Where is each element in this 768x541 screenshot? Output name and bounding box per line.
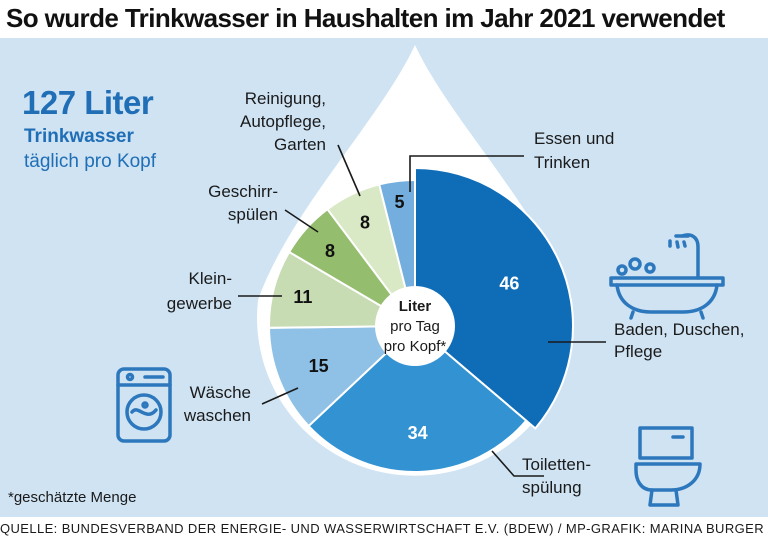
leader-line-essen bbox=[409, 155, 524, 192]
headline-line-2: täglich pro Kopf bbox=[24, 151, 157, 172]
slice-toilette bbox=[307, 324, 528, 473]
chart-title: So wurde Trinkwasser in Haushalten im Ja… bbox=[6, 3, 725, 33]
slice-label-group: Baden, Duschen, Pflege Toiletten-spülung Wä… bbox=[167, 89, 745, 497]
slice-value-essen: 5 bbox=[394, 192, 404, 212]
headline-line-1: Trinkwasser bbox=[24, 126, 134, 147]
toilet-icon bbox=[634, 426, 702, 507]
slice-value-toilette: 34 bbox=[408, 423, 428, 443]
slice-value-reinigung: 8 bbox=[360, 212, 370, 232]
slice-label-essen: Essen und Trinken bbox=[534, 129, 614, 172]
slice-label-geschirr: Geschirr-spülen bbox=[208, 182, 278, 224]
slice-label-waesche: Wäsche waschen bbox=[183, 383, 251, 425]
slice-value-geschirr: 8 bbox=[325, 241, 335, 261]
leader-line-toilette bbox=[491, 450, 544, 477]
washing-machine-icon bbox=[116, 367, 172, 443]
center-label-line: Liter bbox=[399, 298, 432, 315]
title-bar: So wurde Trinkwasser in Haushalten im Ja… bbox=[0, 0, 768, 38]
slice-label-baden: Baden, Duschen, Pflege bbox=[614, 320, 744, 361]
center-hole bbox=[375, 286, 455, 366]
center-text-group: Liter pro Tag pro Kopf* bbox=[384, 298, 447, 355]
center-label-line: pro Kopf* bbox=[384, 338, 447, 355]
source-credit: QUELLE: BUNDESVERBAND DER ENERGIE- UND W… bbox=[0, 521, 764, 536]
slice-label-kleingewerbe: Klein-gewerbe bbox=[167, 269, 232, 313]
leader-line-reinigung bbox=[337, 144, 361, 197]
headline-amount: 127 Liter bbox=[22, 84, 154, 121]
leader-line-waesche bbox=[261, 387, 299, 405]
footer-bar: QUELLE: BUNDESVERBAND DER ENERGIE- UND W… bbox=[0, 517, 768, 541]
slice-value-waesche: 15 bbox=[309, 356, 329, 376]
center-label-line: pro Tag bbox=[390, 318, 440, 335]
leader-line-geschirr bbox=[284, 209, 319, 233]
slice-value-baden: 46 bbox=[499, 273, 519, 293]
slice-value-kleingewerbe: 11 bbox=[293, 287, 312, 307]
slice-value-group: 46 34 15 11 8 8 5 bbox=[293, 192, 519, 443]
slice-waesche bbox=[267, 324, 418, 428]
slice-label-reinigung: Reinigung, Autopflege, Garten bbox=[240, 89, 326, 154]
bathtub-icon bbox=[609, 233, 725, 320]
slice-baden bbox=[414, 166, 574, 430]
leader-line-group bbox=[238, 144, 606, 477]
footnote: *geschätzte Menge bbox=[8, 489, 137, 506]
slice-label-toilette: Toiletten-spülung bbox=[522, 455, 591, 497]
